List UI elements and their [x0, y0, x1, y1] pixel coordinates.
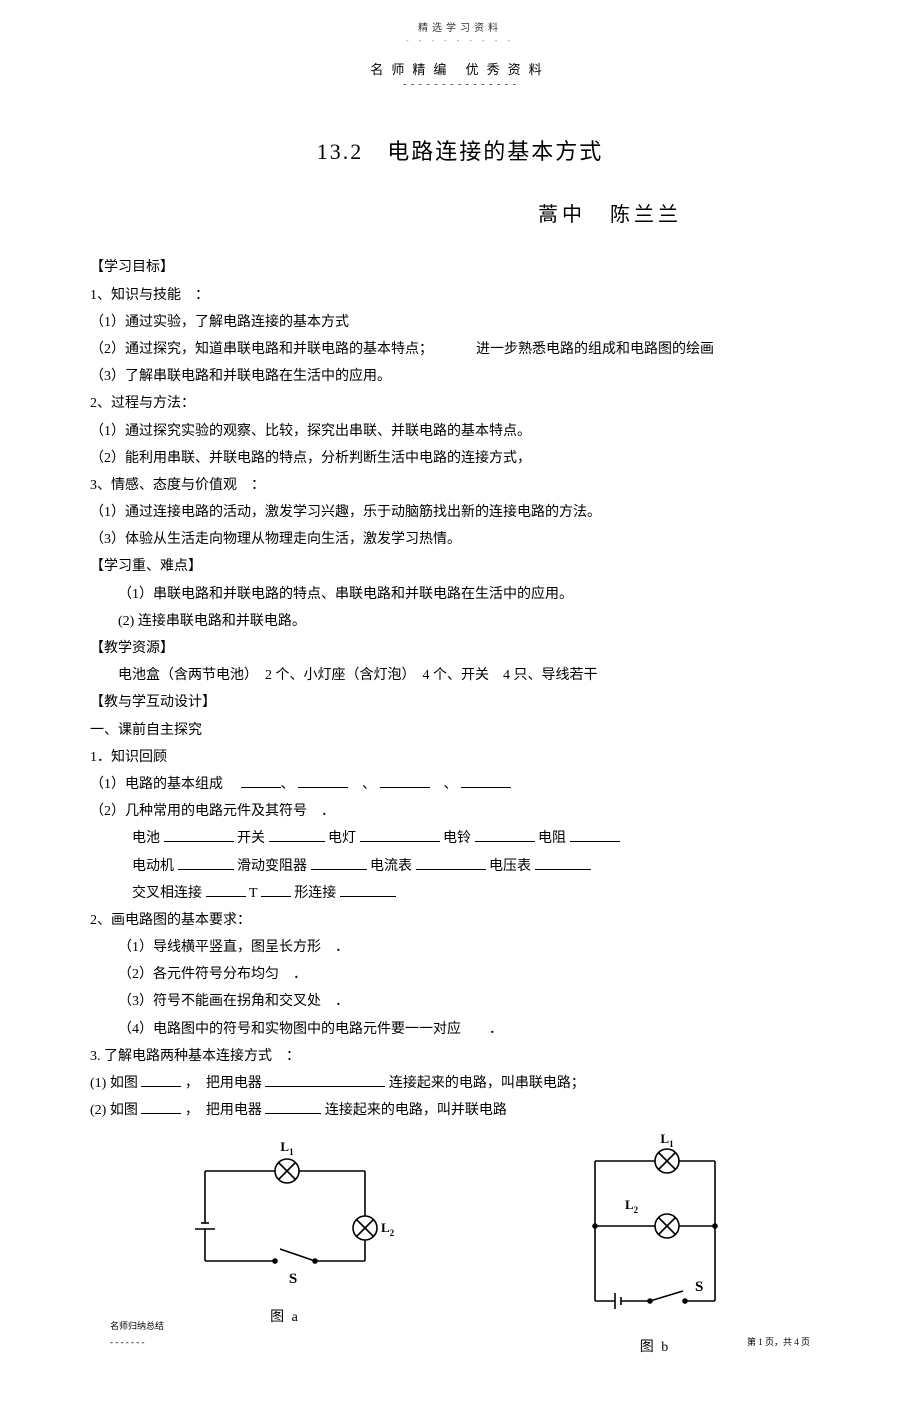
line-2-2: （2）能利用串联、并联电路的特点，分析判断生活中电路的连接方式， [90, 446, 830, 471]
footer-left-text: 名师归纳总结 [110, 1318, 164, 1334]
blank [380, 774, 430, 788]
comp-battery: 电池 [132, 831, 160, 846]
footer-left: 名师归纳总结 - - - - - - - [110, 1318, 164, 1350]
goals-header: 【学习目标】 [90, 255, 830, 280]
page-title: 13.2 电路连接的基本方式 [90, 132, 830, 172]
comp-t: T [249, 886, 257, 901]
comp-lamp: 电灯 [328, 831, 356, 846]
rule-2: （2）各元件符号分布均匀 ． [90, 962, 830, 987]
rule-4: （4）电路图中的符号和实物图中的电路元件要一一对应 ． [90, 1017, 830, 1042]
blank [475, 828, 535, 842]
review-2-label: （2）几种常用的电路元件及其符号 [90, 804, 307, 819]
kp-2: (2) 连接串联电路和并联电路。 [90, 609, 830, 634]
resource-header: 【教学资源】 [90, 636, 830, 661]
blank [311, 856, 367, 870]
header-dash: - - - - - - - - - - - - - - - [90, 76, 830, 94]
circuit-a-svg: L1 L2 S [165, 1131, 405, 1301]
conn-2a: (2) 如图 [90, 1103, 138, 1118]
comp-motor: 电动机 [132, 859, 174, 874]
rule-1: （1）导线横平竖直，图呈长方形 ． [90, 935, 830, 960]
footer-right: 第 1 页，共 4 页 [747, 1334, 810, 1350]
conn-1a: (1) 如图 [90, 1076, 138, 1091]
line-1-2b: 进一步熟悉电路的组成和电路图的绘画 [476, 342, 714, 357]
line-1-1: （1）通过实验，了解电路连接的基本方式 [90, 310, 830, 335]
comp-switch: 开关 [237, 831, 265, 846]
comp-ammeter: 电流表 [370, 859, 412, 874]
comp-voltmeter: 电压表 [489, 859, 531, 874]
blank [535, 856, 591, 870]
label-s: S [695, 1279, 703, 1295]
blank [298, 774, 348, 788]
author: 蒿中 陈兰兰 [390, 197, 830, 233]
conn-2c: 连接起来的电路，叫并联电路 [325, 1103, 507, 1118]
line-1: 1、知识与技能 ： [90, 283, 830, 308]
conn-2b: ， 把用电器 [185, 1103, 262, 1118]
conn-header: 3. 了解电路两种基本连接方式 ： [90, 1044, 830, 1069]
blank [265, 1100, 321, 1114]
comp-resistor: 电阻 [538, 831, 566, 846]
circuit-b-svg: L1 L2 S [555, 1131, 755, 1331]
review-2: （2）几种常用的电路元件及其符号 ． [90, 799, 830, 824]
blank [269, 828, 325, 842]
comp-bell: 电铃 [443, 831, 471, 846]
label-l1: L1 [660, 1131, 674, 1149]
fig-a-label: 图 a [165, 1305, 405, 1330]
blank [261, 883, 291, 897]
label-l2: L2 [625, 1197, 639, 1215]
keypoints-header: 【学习重、难点】 [90, 554, 830, 579]
blank [141, 1073, 181, 1087]
line-3-1: （1）通过连接电路的活动，激发学习兴趣，乐于动脑筋找出新的连接电路的方法。 [90, 500, 830, 525]
footer-left-dots: - - - - - - - [110, 1334, 164, 1350]
blank [206, 883, 246, 897]
rule-3: （3）符号不能画在拐角和交叉处 ． [90, 989, 830, 1014]
diagram-a: L1 L2 S 图 a [165, 1131, 405, 1360]
components-row-1: 电池 开关 电灯 电铃 电阻 [90, 826, 830, 851]
blank [164, 828, 234, 842]
line-1-3: （3）了解串联电路和并联电路在生活中的应用。 [90, 364, 830, 389]
review: 1．知识回顾 [90, 745, 830, 770]
top-meta-dots: - - - - - - - - - [90, 34, 830, 48]
blank [241, 774, 281, 788]
preclass: 一、课前自主探究 [90, 718, 830, 743]
blank [265, 1073, 385, 1087]
resource-body: 电池盒（含两节电池） 2 个、小灯座（含灯泡） 4 个、开关 4 只、导线若干 [90, 663, 830, 688]
label-l2: L2 [381, 1220, 395, 1238]
label-l1: L1 [280, 1139, 294, 1157]
comp-cross: 交叉相连接 [132, 886, 202, 901]
blank [178, 856, 234, 870]
kp-1: （1）串联电路和并联电路的特点、串联电路和并联电路在生活中的应用。 [90, 582, 830, 607]
blank [141, 1100, 181, 1114]
conn-1c: 连接起来的电路，叫串联电路； [389, 1076, 585, 1091]
line-2-1: （1）通过探究实验的观察、比较，探究出串联、并联电路的基本特点。 [90, 419, 830, 444]
comp-rheostat: 滑动变阻器 [237, 859, 307, 874]
components-row-2: 电动机 滑动变阻器 电流表 电压表 [90, 854, 830, 879]
review-1-label: （1）电路的基本组成 [90, 777, 223, 792]
conn-1: (1) 如图 ， 把用电器 连接起来的电路，叫串联电路； [90, 1071, 830, 1096]
line-1-2a: （2）通过探究，知道串联电路和并联电路的基本特点； [90, 342, 433, 357]
conn-2: (2) 如图 ， 把用电器 连接起来的电路，叫并联电路 [90, 1098, 830, 1123]
blank [461, 774, 511, 788]
label-s: S [289, 1271, 297, 1287]
diagram-b: L1 L2 S 图 b [555, 1131, 755, 1360]
blank [570, 828, 620, 842]
line-3-3: （3）体验从生活走向物理从物理走向生活，激发学习热情。 [90, 527, 830, 552]
blank [360, 828, 440, 842]
blank [416, 856, 486, 870]
diagrams-row: L1 L2 S 图 a [90, 1131, 830, 1360]
line-2: 2、过程与方法： [90, 391, 830, 416]
fig-b-label: 图 b [555, 1335, 755, 1360]
rule-header: 2、画电路图的基本要求： [90, 908, 830, 933]
comp-shape-conn: 形连接 [294, 886, 336, 901]
blank [340, 883, 396, 897]
conn-1b: ， 把用电器 [185, 1076, 262, 1091]
design-header: 【教与学互动设计】 [90, 690, 830, 715]
components-row-3: 交叉相连接 T 形连接 [90, 881, 830, 906]
line-3: 3、情感、态度与价值观 ： [90, 473, 830, 498]
review-1: （1）电路的基本组成 、 、 、 [90, 772, 830, 797]
line-1-2: （2）通过探究，知道串联电路和并联电路的基本特点； 进一步熟悉电路的组成和电路图… [90, 337, 830, 362]
